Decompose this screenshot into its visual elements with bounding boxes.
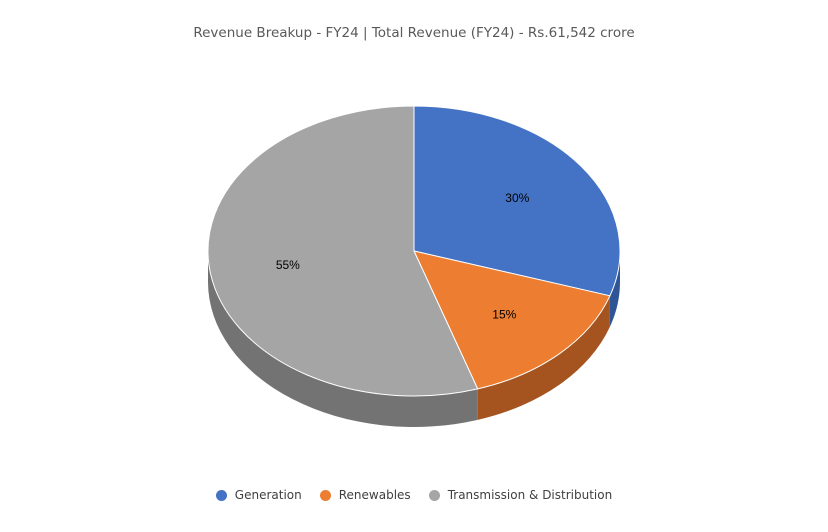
legend-label: Renewables: [338, 488, 411, 502]
pie-side-0: [609, 251, 620, 327]
pie-slice-transmission-distribution[interactable]: [207, 105, 479, 397]
legend-item-renewables[interactable]: Renewables: [319, 488, 411, 502]
data-label: 15%: [492, 308, 516, 322]
legend-item-generation[interactable]: Generation: [215, 488, 302, 502]
pie-slice-generation[interactable]: [413, 105, 621, 297]
pie-slice-renewables[interactable]: [413, 250, 611, 390]
pie-side-1: [477, 295, 610, 420]
legend-marker: [428, 489, 440, 501]
legend-label: Generation: [234, 488, 302, 502]
chart-title: Revenue Breakup - FY24 | Total Revenue (…: [193, 25, 635, 41]
legend: Generation Renewables Transmission & Dis…: [0, 488, 828, 502]
legend-marker: [319, 489, 331, 501]
legend-item-transmission-distribution[interactable]: Transmission & Distribution: [428, 488, 613, 502]
pie-side-2: [208, 251, 478, 427]
legend-label: Transmission & Distribution: [447, 488, 613, 502]
legend-marker: [215, 489, 227, 501]
data-label: 30%: [505, 191, 529, 205]
data-label: 55%: [276, 258, 300, 272]
